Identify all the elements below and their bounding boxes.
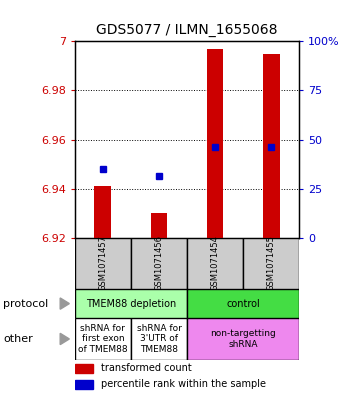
Bar [75,380,93,389]
Text: GSM1071457: GSM1071457 [98,235,107,291]
Text: GSM1071456: GSM1071456 [154,235,164,291]
Bar [75,364,93,373]
Text: TMEM88 depletion: TMEM88 depletion [86,299,176,309]
Text: shRNA for
first exon
of TMEM88: shRNA for first exon of TMEM88 [78,324,128,354]
Text: transformed count: transformed count [101,363,191,373]
Text: non-targetting
shRNA: non-targetting shRNA [210,329,276,349]
Polygon shape [60,298,69,309]
Bar [75,238,131,289]
Polygon shape [60,333,69,345]
Text: GSM1071455: GSM1071455 [267,235,276,291]
Text: shRNA for
3'UTR of
TMEM88: shRNA for 3'UTR of TMEM88 [137,324,181,354]
Bar [75,289,187,318]
Bar [207,49,223,238]
Bar [243,238,299,289]
Bar [187,289,299,318]
Title: GDS5077 / ILMN_1655068: GDS5077 / ILMN_1655068 [96,24,278,37]
Bar [151,213,167,238]
Bar [187,318,299,360]
Bar [131,238,187,289]
Text: other: other [3,334,33,344]
Bar [187,238,243,289]
Bar [75,318,131,360]
Text: GSM1071454: GSM1071454 [210,235,220,291]
Text: percentile rank within the sample: percentile rank within the sample [101,379,266,389]
Bar [95,186,111,238]
Bar [131,318,187,360]
Text: control: control [226,299,260,309]
Text: protocol: protocol [3,299,49,309]
Bar [263,53,279,238]
